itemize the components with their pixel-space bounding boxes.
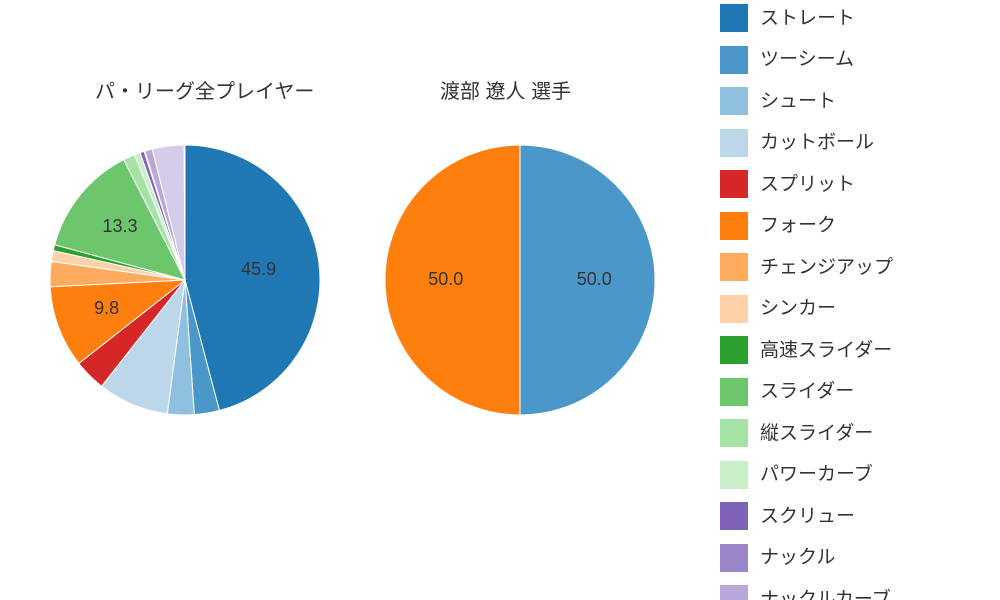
legend-item: フォーク [720,212,980,240]
legend-label: ストレート [760,9,855,28]
legend-swatch [720,129,748,157]
legend-item: 縦スライダー [720,419,980,447]
pie-slice-label: 50.0 [428,269,463,289]
player-pie-svg: 50.0 50.0 [0,0,720,500]
legend-swatch [720,461,748,489]
legend-swatch [720,4,748,32]
legend-swatch [720,378,748,406]
legend-swatch [720,502,748,530]
legend-swatch [720,295,748,323]
legend-item: スライダー [720,378,980,406]
legend-label: カットボール [760,133,874,152]
legend-label: シンカー [760,299,836,318]
legend-swatch [720,253,748,281]
legend-item: スクリュー [720,502,980,530]
legend-swatch [720,87,748,115]
legend-label: ナックルカーブ [760,590,891,600]
legend-label: 縦スライダー [760,424,873,443]
legend-label: スプリット [760,175,855,194]
legend-item: ナックル [720,544,980,572]
legend-label: ツーシーム [760,50,854,69]
legend-item: パワーカーブ [720,461,980,489]
legend-label: スライダー [760,382,854,401]
pie-slice-label: 50.0 [577,269,612,289]
legend-label: パワーカーブ [760,465,873,484]
legend-item: 高速スライダー [720,336,980,364]
legend-swatch [720,585,748,600]
legend-item: ツーシーム [720,46,980,74]
legend-label: ナックル [760,548,835,567]
legend-swatch [720,336,748,364]
legend-item: ストレート [720,4,980,32]
chart-stage: パ・リーグ全プレイヤー 45.99.813.3 渡部 遼人 選手 50.050.… [0,0,1000,600]
legend-swatch [720,544,748,572]
legend-label: スクリュー [760,507,855,526]
legend-item: シンカー [720,295,980,323]
legend-swatch [720,419,748,447]
player-pie: 50.0 50.0 [0,0,720,505]
legend-item: ナックルカーブ [720,585,980,600]
legend: ストレートツーシームシュートカットボールスプリットフォークチェンジアップシンカー… [720,0,980,600]
legend-swatch [720,170,748,198]
legend-label: シュート [760,92,836,111]
legend-label: チェンジアップ [760,258,893,277]
legend-swatch [720,212,748,240]
legend-item: チェンジアップ [720,253,980,281]
legend-item: スプリット [720,170,980,198]
legend-item: カットボール [720,129,980,157]
legend-swatch [720,46,748,74]
legend-label: 高速スライダー [760,341,892,360]
legend-item: シュート [720,87,980,115]
legend-label: フォーク [760,216,836,235]
